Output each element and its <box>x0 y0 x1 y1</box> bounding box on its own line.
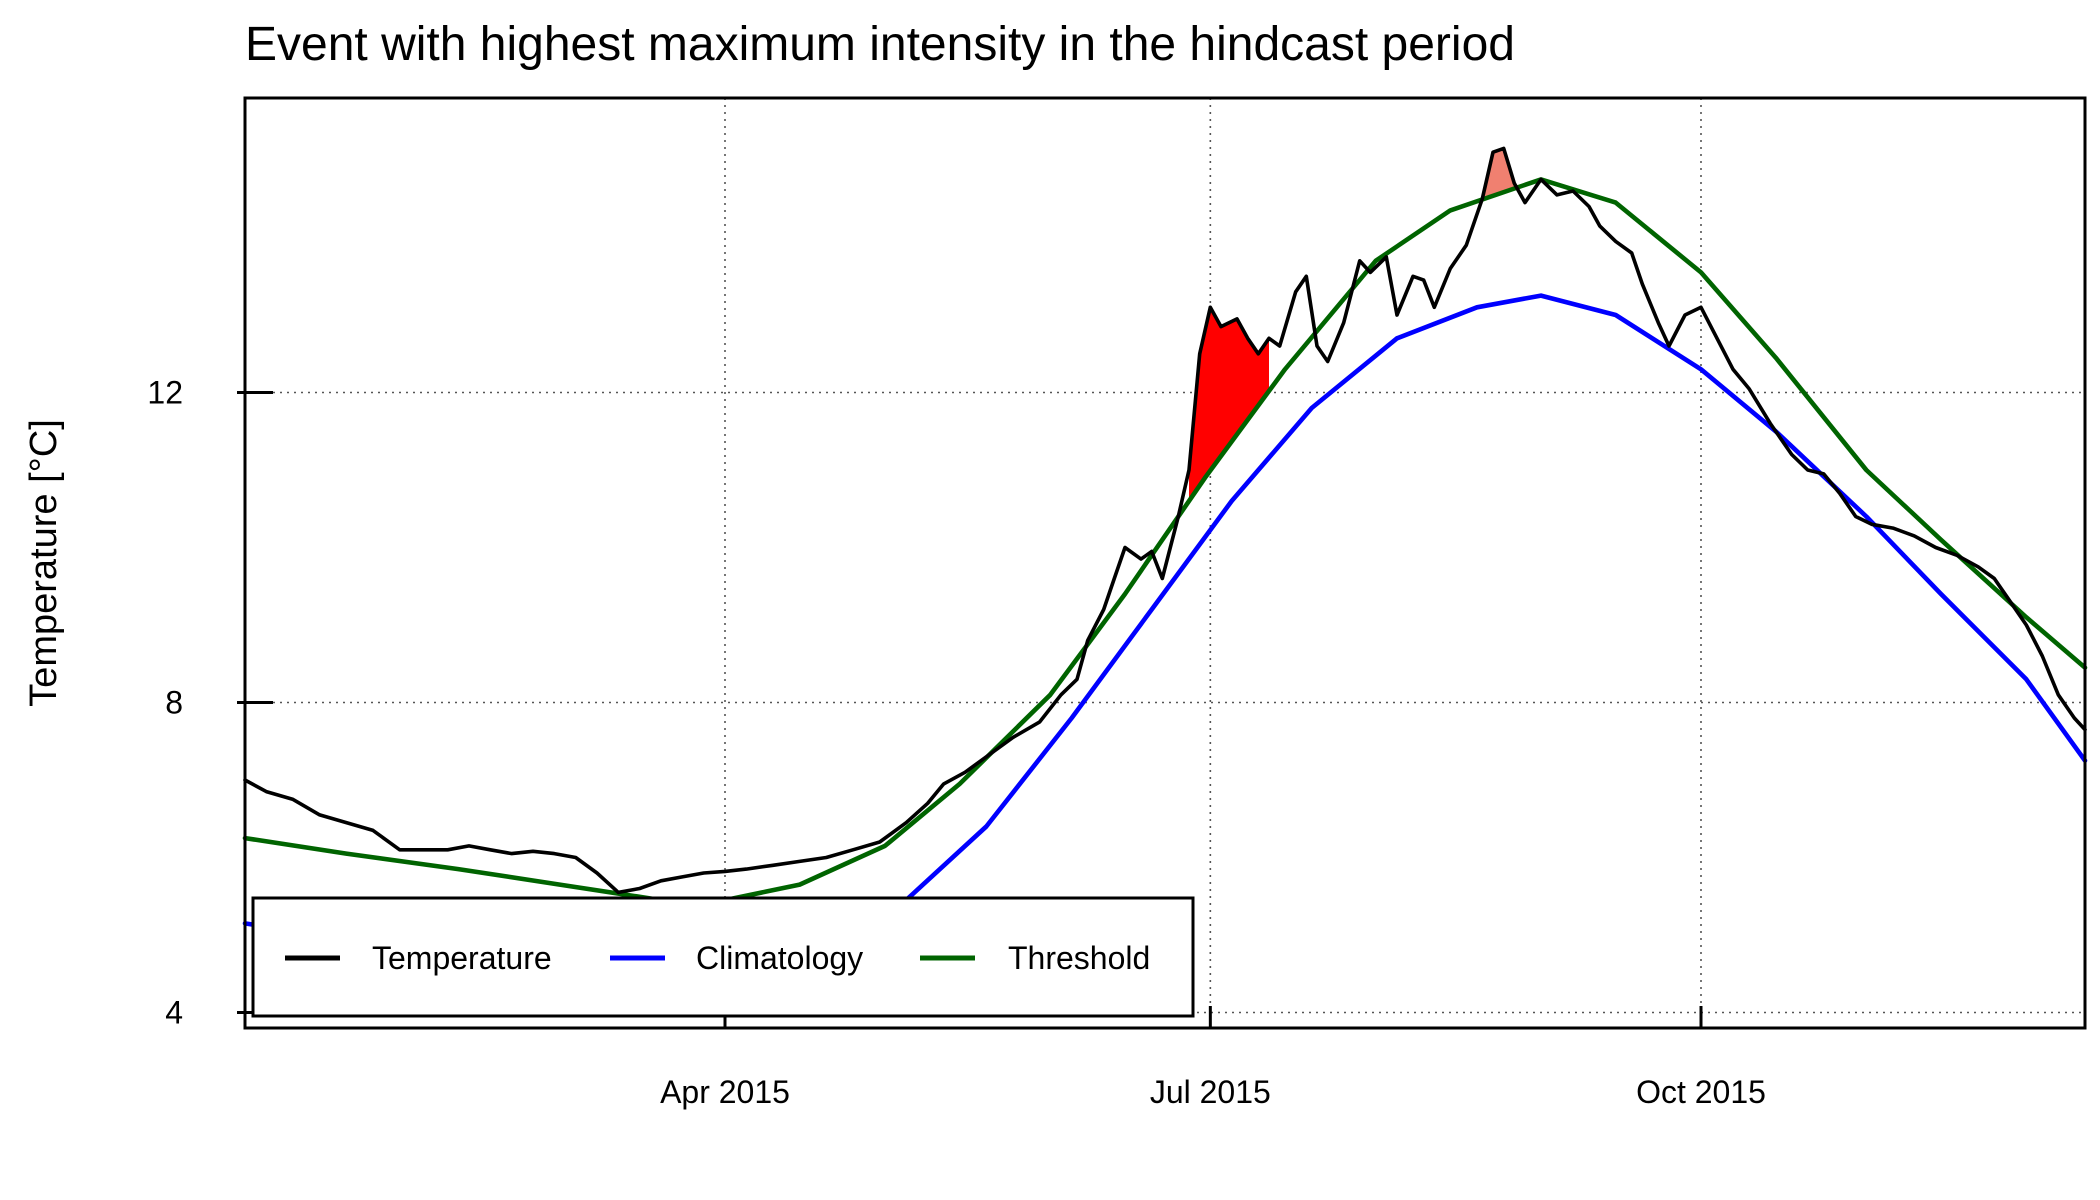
x-tick-label-apr-2015: Apr 2015 <box>660 1074 790 1110</box>
legend-label-temperature: Temperature <box>372 940 552 976</box>
x-tick-label-oct-2015: Oct 2015 <box>1636 1074 1766 1110</box>
grid-lines <box>245 98 2085 1028</box>
legend-box <box>251 896 1195 1018</box>
series-lines <box>242 146 2088 984</box>
chart-title: Event with highest maximum intensity in … <box>245 18 1515 71</box>
y-tick-label-8: 8 <box>165 685 183 721</box>
event-fills <box>1189 148 1515 501</box>
event-fill-1 <box>1189 307 1269 501</box>
plot-frame <box>243 96 2087 1030</box>
series-line-threshold <box>242 177 2088 903</box>
legend-label-climatology: Climatology <box>696 940 863 976</box>
series-line-temperature <box>243 146 2087 895</box>
x-tick-label-jul-2015: Jul 2015 <box>1150 1074 1271 1110</box>
legend: Temperature Climatology Threshold <box>251 896 1195 1018</box>
axis-ticks: Apr 2015 Jul 2015 Oct 2015 4 8 12 <box>147 375 1766 1111</box>
y-tick-label-4: 4 <box>165 995 183 1031</box>
legend-label-threshold: Threshold <box>1008 940 1150 976</box>
y-tick-label-12: 12 <box>147 375 183 411</box>
y-axis-label: Temperature [°C] <box>23 419 65 707</box>
